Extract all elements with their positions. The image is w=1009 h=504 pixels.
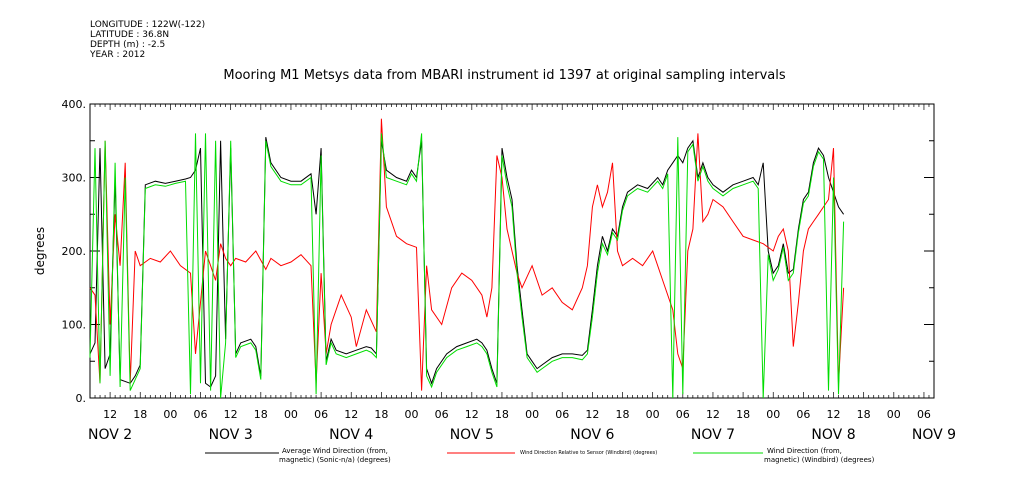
legend-green-line2: magnetic) (Windbird) (degrees) [764,456,875,464]
longitude-label: LONGITUDE : 122W(-122) [90,20,206,30]
legend-green-line1: Wind Direction (from, [767,447,842,455]
x-tick-label: 18 [857,408,871,421]
chart-title: Mooring M1 Metsys data from MBARI instru… [223,68,786,83]
legend-black-line2: magnetic) (Sonic-n/a) (degrees) [279,456,391,464]
x-day-label: NOV 6 [570,427,614,443]
x-tick-label: 06 [676,408,690,421]
x-day-label: NOV 8 [811,427,855,443]
latitude-label: LATITUDE : 36.8N [90,30,170,40]
x-tick-label: 12 [827,408,841,421]
x-tick-label: 06 [796,408,810,421]
x-tick-label: 18 [616,408,630,421]
y-tick-label: 400. [62,98,87,111]
x-tick-label: 12 [585,408,599,421]
x-tick-label: 00 [405,408,419,421]
x-tick-label: 12 [344,408,358,421]
depth-label: DEPTH (m) : -2.5 [90,40,166,50]
x-tick-label: 18 [374,408,388,421]
x-tick-label: 00 [284,408,298,421]
x-day-label: NOV 4 [329,427,373,443]
series-line-2 [89,133,845,399]
x-day-label: NOV 2 [88,427,132,443]
x-tick-label: 00 [646,408,660,421]
x-tick-label: 12 [224,408,238,421]
x-day-label: NOV 7 [691,427,735,443]
legend-black-line1: Average Wind Direction (from, [282,447,388,455]
x-tick-label: 06 [917,408,931,421]
y-tick-label: 100. [62,319,87,332]
y-tick-label: 200. [62,245,87,258]
y-axis-label: degrees [33,227,47,275]
x-tick-label: 18 [254,408,268,421]
x-tick-label: 18 [736,408,750,421]
x-tick-label: 12 [706,408,720,421]
y-tick-label: 0. [76,392,87,405]
legend-item-red: Wind Direction Relative to Sensor (Windb… [520,449,657,458]
x-tick-label: 18 [495,408,509,421]
x-day-label: NOV 9 [912,427,956,443]
x-tick-label: 06 [555,408,569,421]
x-tick-label: 12 [103,408,117,421]
x-day-label: NOV 5 [450,427,494,443]
x-tick-label: 06 [435,408,449,421]
x-tick-label: 00 [525,408,539,421]
year-label: YEAR : 2012 [90,50,146,60]
legend-red-label: Wind Direction Relative to Sensor (Windb… [520,450,658,456]
x-tick-label: 06 [314,408,328,421]
x-tick-label: 06 [194,408,208,421]
legend-item-black: Average Wind Direction (from, magnetic) … [279,447,391,465]
metadata-block: LONGITUDE : 122W(-122) LATITUDE : 36.8N … [90,20,205,60]
series-line-1 [89,118,845,391]
x-tick-label: 12 [465,408,479,421]
x-tick-label: 00 [163,408,177,421]
legend-item-green: Wind Direction (from, magnetic) (Windbir… [764,447,875,465]
x-tick-label: 00 [887,408,901,421]
x-day-label: NOV 3 [209,427,253,443]
x-tick-label: 18 [133,408,147,421]
x-tick-label: 00 [766,408,780,421]
series-line-0 [89,137,845,388]
y-tick-label: 300. [62,172,87,185]
